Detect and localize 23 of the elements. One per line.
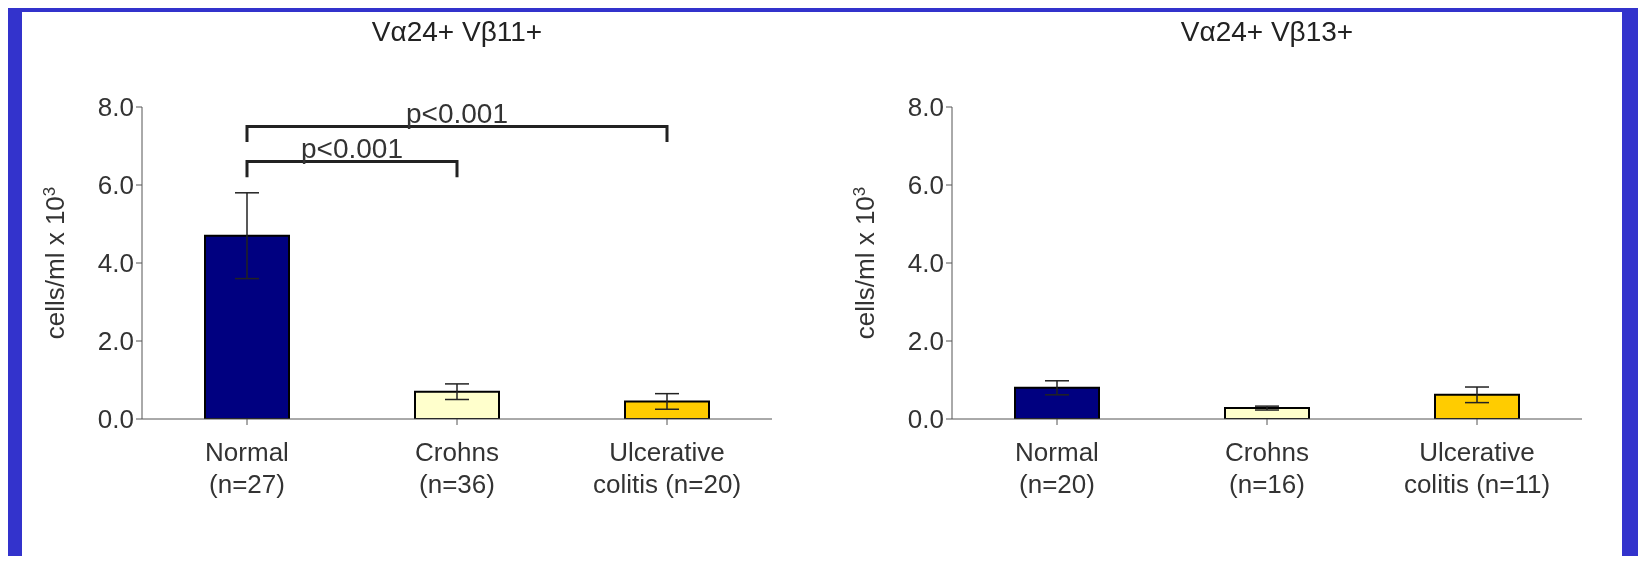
y-tick-label: 6.0 (97, 170, 134, 201)
bar (204, 234, 290, 419)
x-tick-label: Normal (n=27) (205, 437, 289, 499)
chart-title: Vα24+ Vβ13+ (1179, 16, 1355, 48)
y-tick-label: 8.0 (97, 92, 134, 123)
y-tick-label: 0.0 (907, 404, 944, 435)
bar (624, 400, 710, 419)
chart-title: Vα24+ Vβ11+ (370, 16, 544, 48)
y-tick-label: 6.0 (907, 170, 944, 201)
annotation: p<0.001 (301, 132, 403, 164)
y-tick-label: 2.0 (907, 326, 944, 357)
x-tick-label: Ulcerative colitis (n=20) (592, 437, 742, 499)
bar (414, 390, 500, 419)
x-tick-label: Crohns (n=36) (415, 437, 499, 499)
x-tick-label: Crohns (n=16) (1225, 437, 1309, 499)
y-tick-label: 4.0 (97, 248, 134, 279)
x-tick-label: Ulcerative colitis (n=11) (1403, 437, 1551, 499)
annotation: p<0.001 (406, 97, 508, 129)
y-tick-label: 8.0 (907, 92, 944, 123)
x-tick-label: Normal (n=20) (1015, 437, 1099, 499)
y-tick-label: 2.0 (97, 326, 134, 357)
y-tick-label: 0.0 (97, 404, 134, 435)
y-tick-label: 4.0 (907, 248, 944, 279)
